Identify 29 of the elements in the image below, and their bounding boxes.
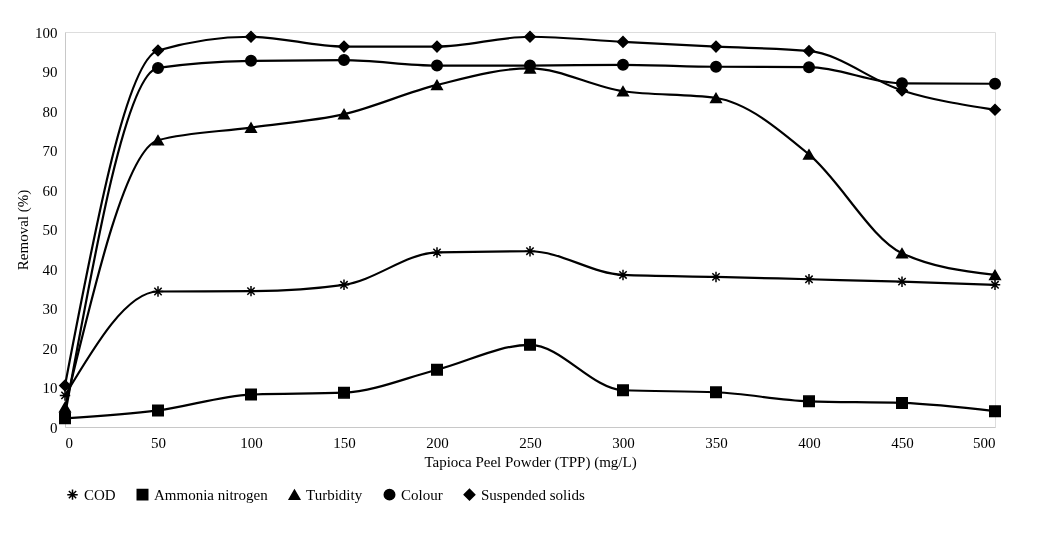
y-tick-label: 10: [42, 380, 58, 396]
y-tick-label: 20: [42, 340, 58, 357]
y-tick-label: 40: [42, 261, 58, 278]
x-tick-label: 300: [612, 434, 635, 451]
y-tick-label: 90: [42, 64, 58, 80]
x-tick-label: 200: [426, 434, 449, 451]
y-axis-title: Removal (%): [15, 189, 32, 271]
x-tick-label: 100: [240, 434, 263, 451]
y-tick-label: 70: [42, 143, 58, 159]
y-tick-label: 50: [42, 222, 58, 238]
legend-label: Turbidity: [306, 486, 363, 503]
y-tick-label: 60: [42, 182, 58, 199]
y-tick-label: 0: [50, 419, 58, 436]
x-tick-label: 500: [973, 434, 996, 451]
x-tick-label: 450: [891, 434, 914, 451]
x-tick-label: 50: [151, 434, 166, 451]
x-tick-label: 0: [65, 434, 73, 451]
legend-label: COD: [84, 486, 116, 503]
x-axis-title: Tapioca Peel Powder (TPP) (mg/L): [424, 453, 637, 471]
x-tick-label: 250: [519, 434, 542, 451]
x-tick-label: 350: [705, 434, 728, 451]
legend-label: Colour: [401, 486, 443, 503]
legend-label: Suspended solids: [481, 486, 585, 503]
x-tick-label: 400: [798, 434, 821, 451]
legend-label: Ammonia nitrogen: [154, 486, 269, 503]
y-tick-label: 100: [35, 24, 58, 41]
y-tick-label: 80: [42, 103, 58, 120]
y-tick-label: 30: [42, 301, 58, 317]
x-tick-label: 150: [333, 434, 356, 451]
